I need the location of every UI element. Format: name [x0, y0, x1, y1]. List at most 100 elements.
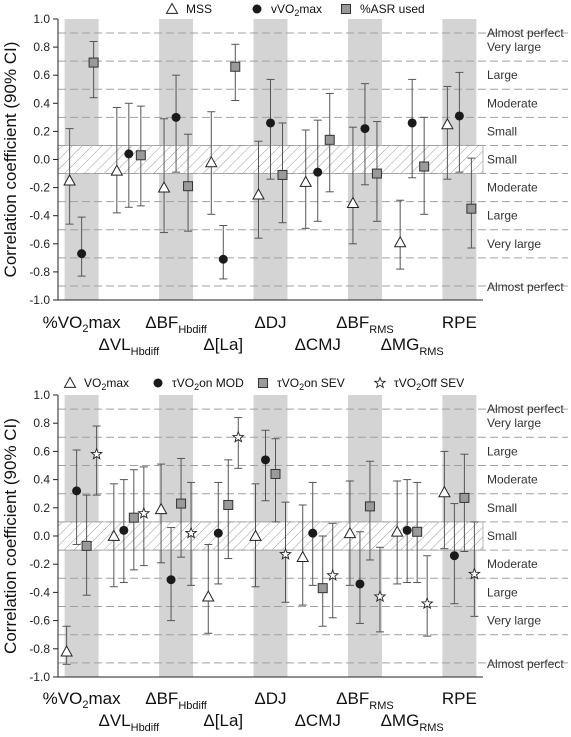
data-point — [441, 117, 454, 130]
y-tick-label: -1.0 — [29, 293, 50, 307]
data-point — [438, 485, 451, 498]
zone-label: Very large — [487, 416, 541, 430]
data-point — [420, 596, 434, 610]
data-point — [77, 249, 87, 259]
data-point — [412, 526, 423, 537]
category-label: ΔBFRMS — [336, 313, 394, 336]
legend-label: MSS — [186, 2, 212, 16]
y-tick-label: -1.0 — [29, 670, 50, 684]
zone-label: Moderate — [487, 557, 538, 571]
data-point — [266, 118, 275, 128]
legend-marker — [165, 2, 179, 14]
y-axis-title: Correlation coefficient (90% CI) — [1, 42, 20, 278]
data-point — [326, 568, 340, 581]
legend-marker — [341, 4, 351, 14]
data-point — [343, 526, 357, 539]
zone-label: Almost perfect — [487, 26, 564, 40]
category-label: Δ[La] — [203, 335, 243, 354]
y-tick-label: -0.4 — [29, 209, 50, 223]
data-point — [364, 501, 375, 512]
data-point — [60, 645, 73, 657]
data-point — [176, 498, 187, 509]
category-label: ΔBFHbdiff — [145, 313, 208, 336]
data-point — [249, 529, 262, 541]
y-tick-label: -0.6 — [29, 614, 50, 628]
y-tick-label: 0.0 — [33, 529, 50, 543]
data-point — [277, 169, 288, 180]
y-tick-label: -0.4 — [29, 585, 50, 599]
y-tick-label: 0.2 — [33, 124, 50, 138]
data-point — [119, 525, 129, 535]
category-label: %VO2max — [43, 689, 121, 711]
legend-marker — [252, 4, 262, 14]
category-label: RPE — [442, 313, 477, 332]
data-point — [110, 164, 124, 176]
zone-label: Small — [487, 529, 517, 543]
legend-marker — [258, 378, 268, 388]
data-point — [324, 134, 335, 145]
y-tick-label: 0.8 — [33, 40, 50, 54]
data-point — [346, 196, 360, 208]
category-label: ΔBFRMS — [336, 689, 394, 712]
data-point — [166, 575, 176, 585]
zone-label: Large — [487, 585, 518, 599]
zone-label: Small — [487, 501, 517, 515]
zone-label: Very large — [487, 614, 541, 628]
legend-label: τVO2on MOD — [172, 376, 244, 392]
legend-marker — [153, 378, 163, 388]
data-point — [157, 181, 171, 193]
data-point — [171, 112, 181, 122]
zone-label: Moderate — [487, 473, 538, 487]
category-label: RPE — [442, 689, 477, 708]
category-label: ΔMGRMS — [381, 335, 444, 358]
legend-label: vVO2max — [271, 2, 322, 18]
y-tick-label: 0.6 — [33, 444, 50, 458]
data-point — [88, 57, 99, 68]
data-point — [124, 149, 134, 159]
data-point — [466, 203, 477, 214]
zone-label: Large — [487, 68, 518, 82]
category-label: ΔDJ — [254, 689, 286, 708]
zone-label: Very large — [487, 237, 541, 251]
data-point — [279, 547, 292, 560]
data-point — [128, 512, 139, 523]
category-label: ΔCMJ — [295, 335, 341, 354]
category-label: ΔDJ — [254, 313, 286, 332]
y-tick-label: 0.2 — [33, 501, 50, 515]
zone-label: Small — [487, 153, 517, 167]
category-label: ΔVLHbdiff — [98, 335, 160, 358]
data-point — [371, 168, 382, 179]
zone-label: Very large — [487, 40, 541, 54]
category-label: %VO2max — [43, 313, 121, 335]
data-point — [296, 550, 310, 563]
data-point — [261, 455, 270, 465]
category-label: ΔCMJ — [295, 711, 341, 730]
data-point — [373, 589, 387, 603]
zone-label: Large — [487, 209, 518, 223]
legend-label: %ASR used — [360, 2, 425, 16]
y-tick-label: 0.4 — [33, 473, 50, 487]
data-point — [231, 430, 245, 443]
data-point — [270, 468, 281, 479]
data-point — [390, 525, 404, 537]
data-point — [137, 506, 151, 519]
data-point — [419, 161, 430, 172]
legend-marker — [373, 376, 387, 389]
data-point — [299, 175, 313, 187]
y-tick-label: -0.2 — [29, 557, 50, 571]
y-tick-label: 1.0 — [33, 388, 50, 402]
data-point — [183, 181, 194, 192]
data-point — [313, 167, 323, 177]
data-point — [449, 551, 459, 561]
data-point — [154, 502, 168, 515]
zone-label: Almost perfect — [487, 402, 564, 416]
legend-marker — [63, 376, 77, 388]
data-point — [360, 124, 370, 134]
y-tick-label: 1.0 — [33, 12, 50, 26]
data-point — [459, 492, 470, 503]
data-point — [402, 525, 412, 535]
category-label: Δ[La] — [203, 711, 243, 730]
category-label: ΔVLHbdiff — [98, 711, 160, 734]
